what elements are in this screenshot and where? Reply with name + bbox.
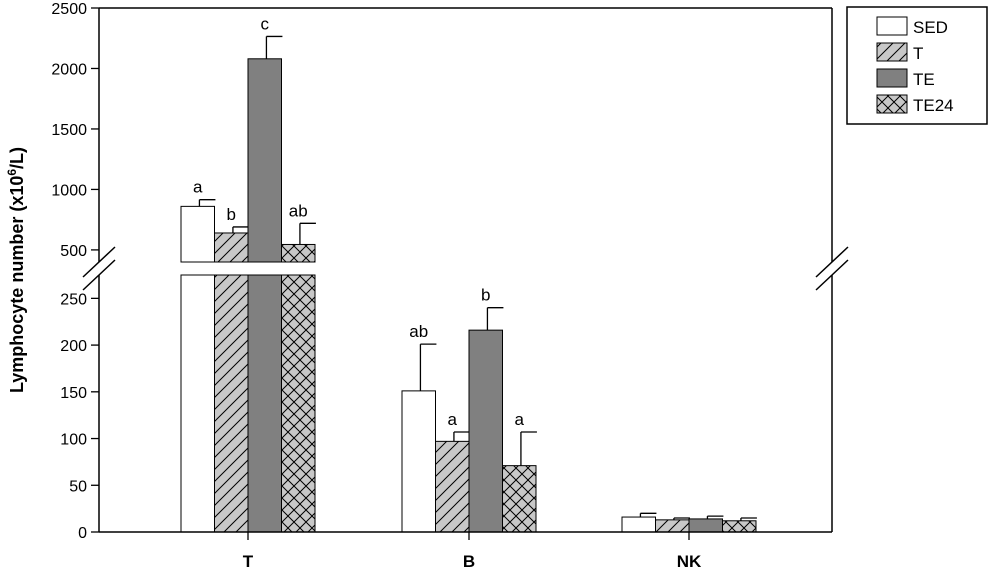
significance-letter: ab xyxy=(289,201,308,220)
labels-layer: a ab b a c b ab a xyxy=(193,14,525,429)
y-tick-label: 500 xyxy=(60,243,87,260)
legend-box xyxy=(846,6,988,125)
bar-SED-T-lower xyxy=(180,274,215,533)
y-tick-label: 2500 xyxy=(51,1,87,18)
bar-TE24-T xyxy=(281,243,316,263)
bar-SED-B xyxy=(401,390,436,533)
legend-label-TE: TE xyxy=(913,70,935,89)
y-tick-label: 0 xyxy=(78,525,87,542)
y-tick-label: 100 xyxy=(60,432,87,449)
y-tick-label: 200 xyxy=(60,338,87,355)
y-tick-label: 1500 xyxy=(51,122,87,139)
bar-TE-B xyxy=(468,329,503,533)
significance-letter: a xyxy=(193,178,203,197)
y-axis-label-suffix: /L) xyxy=(7,147,27,169)
axis-break-mark xyxy=(82,259,116,291)
significance-letter: a xyxy=(448,410,458,429)
significance-letter: c xyxy=(261,14,270,33)
x-tick-label: B xyxy=(463,552,475,569)
axis-break-mark xyxy=(815,259,849,291)
legend-swatch-T xyxy=(876,42,908,62)
y-tick-label: 250 xyxy=(60,291,87,308)
significance-letter: ab xyxy=(409,322,428,341)
legend-swatch-TE24 xyxy=(876,94,908,114)
legend-swatch-SED xyxy=(876,16,908,36)
y-axis-label-superscript: 6 xyxy=(5,169,19,176)
y-tick-label: 150 xyxy=(60,385,87,402)
bar-T-NK xyxy=(655,519,690,533)
legend: SED T TE TE24 xyxy=(846,6,988,125)
bar-TE-T xyxy=(247,58,282,263)
axis-break-mark xyxy=(815,246,849,278)
bars-layer xyxy=(180,35,757,533)
bar-TE24-NK xyxy=(722,520,757,533)
legend-label-T: T xyxy=(913,44,923,63)
significance-letter: b xyxy=(481,286,490,305)
bar-TE-NK xyxy=(688,518,723,533)
bar-TE24-B xyxy=(502,465,537,533)
bar-T-T-lower xyxy=(214,274,249,533)
axis-break-mark xyxy=(82,246,116,278)
x-tick-label: NK xyxy=(677,552,702,569)
bar-TE-T-lower xyxy=(247,274,282,533)
legend-label-SED: SED xyxy=(913,18,948,37)
y-axis-label-main: Lymphocyte number (x10 xyxy=(7,176,27,393)
bar-SED-T xyxy=(180,205,215,263)
bar-SED-NK xyxy=(621,516,656,533)
bar-T-B xyxy=(435,440,470,533)
axes-layer: 0 50 100 150 200 250 500 1000 1500 2000 2500 T B NK xyxy=(51,1,849,569)
y-tick-label: 50 xyxy=(69,478,87,495)
significance-letter: a xyxy=(515,410,525,429)
legend-label-TE24: TE24 xyxy=(913,96,954,115)
significance-letter: b xyxy=(227,205,236,224)
y-tick-label: 1000 xyxy=(51,182,87,199)
y-tick-label: 2000 xyxy=(51,61,87,78)
bar-T-T xyxy=(214,232,249,263)
legend-swatch-TE xyxy=(876,68,908,88)
bar-TE24-T-lower xyxy=(281,274,316,533)
x-tick-label: T xyxy=(243,552,254,569)
y-axis-label: Lymphocyte number (x106/L) xyxy=(5,147,27,393)
